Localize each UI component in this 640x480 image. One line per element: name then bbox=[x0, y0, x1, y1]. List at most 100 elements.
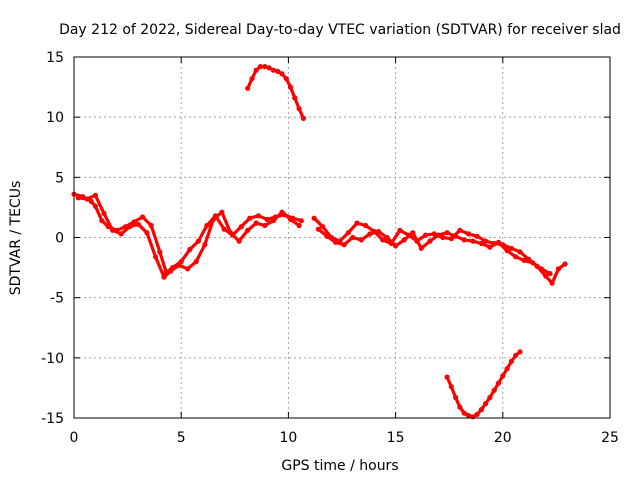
data-point bbox=[500, 373, 506, 379]
y-axis-label: SDTVAR / TECUs bbox=[8, 181, 24, 296]
data-point bbox=[270, 218, 276, 224]
data-point bbox=[144, 230, 150, 236]
data-point bbox=[264, 216, 270, 222]
data-point bbox=[262, 222, 268, 229]
data-point bbox=[453, 233, 459, 239]
data-point bbox=[521, 257, 527, 263]
data-point bbox=[99, 218, 105, 224]
data-point bbox=[393, 243, 399, 249]
data-point bbox=[238, 224, 244, 230]
data-point bbox=[148, 222, 154, 229]
series-arc-bottom bbox=[444, 349, 523, 420]
data-point bbox=[84, 196, 90, 202]
data-point bbox=[380, 237, 386, 243]
data-point bbox=[538, 266, 545, 272]
data-point bbox=[453, 394, 459, 401]
data-point bbox=[513, 352, 519, 358]
y-tick-label: 15 bbox=[46, 50, 64, 66]
x-tick-label: 0 bbox=[70, 430, 79, 446]
data-point bbox=[448, 236, 454, 242]
data-point bbox=[517, 249, 523, 255]
series-track-d bbox=[315, 226, 553, 277]
chart-series bbox=[71, 64, 568, 420]
data-point bbox=[440, 234, 446, 241]
data-point bbox=[495, 380, 502, 386]
data-point bbox=[131, 219, 137, 225]
data-point bbox=[444, 230, 450, 236]
data-point bbox=[167, 268, 174, 274]
data-point bbox=[255, 213, 261, 219]
data-point bbox=[283, 76, 289, 82]
data-point bbox=[423, 232, 429, 238]
data-point bbox=[88, 198, 94, 204]
data-point bbox=[262, 64, 268, 70]
data-point bbox=[555, 266, 562, 272]
series-arc-top bbox=[245, 64, 306, 121]
x-tick-label: 15 bbox=[387, 430, 405, 446]
data-point bbox=[427, 238, 433, 244]
data-point bbox=[444, 374, 450, 380]
data-point bbox=[397, 227, 403, 233]
y-tick-label: -5 bbox=[50, 291, 64, 307]
data-point bbox=[135, 221, 141, 227]
data-point bbox=[461, 410, 467, 416]
data-point bbox=[410, 230, 416, 236]
data-point bbox=[487, 244, 493, 250]
x-tick-label: 10 bbox=[279, 430, 297, 446]
data-point bbox=[193, 259, 199, 265]
x-tick-label: 5 bbox=[177, 430, 186, 446]
data-point bbox=[249, 76, 255, 82]
y-tick-label: 10 bbox=[46, 110, 64, 126]
data-point bbox=[195, 238, 201, 244]
data-point bbox=[333, 239, 339, 245]
data-point bbox=[296, 222, 302, 229]
data-point bbox=[219, 209, 225, 215]
data-point bbox=[474, 411, 480, 417]
data-point bbox=[431, 231, 437, 237]
data-point bbox=[513, 254, 519, 260]
data-point bbox=[448, 384, 454, 390]
data-point bbox=[508, 245, 514, 251]
data-point bbox=[185, 266, 191, 272]
data-point bbox=[504, 248, 510, 254]
data-point bbox=[358, 237, 364, 243]
data-point bbox=[418, 245, 424, 251]
data-point bbox=[483, 401, 489, 407]
data-point bbox=[187, 246, 193, 253]
data-point bbox=[204, 222, 210, 229]
data-point bbox=[157, 249, 163, 255]
data-point bbox=[292, 95, 298, 101]
data-point bbox=[375, 228, 381, 235]
data-point bbox=[152, 254, 159, 260]
data-point bbox=[311, 215, 317, 221]
data-point bbox=[92, 203, 98, 209]
data-point bbox=[287, 216, 294, 222]
data-point bbox=[354, 220, 360, 226]
y-tick-label: 5 bbox=[55, 170, 64, 186]
data-point bbox=[227, 230, 234, 236]
data-point bbox=[287, 84, 294, 90]
data-point bbox=[547, 271, 553, 277]
data-point bbox=[562, 261, 568, 267]
data-point bbox=[530, 260, 536, 266]
data-point bbox=[474, 233, 480, 239]
series-track-b bbox=[75, 192, 302, 280]
data-point bbox=[465, 231, 472, 237]
data-point bbox=[279, 209, 285, 215]
data-point bbox=[245, 227, 251, 233]
data-point bbox=[176, 262, 182, 268]
data-point bbox=[457, 227, 463, 233]
data-point bbox=[127, 224, 133, 230]
data-point bbox=[236, 238, 242, 244]
data-point bbox=[457, 404, 463, 410]
data-point bbox=[75, 195, 81, 201]
data-point bbox=[101, 210, 107, 216]
data-point bbox=[92, 192, 98, 198]
y-tick-label: 0 bbox=[55, 231, 64, 247]
data-point bbox=[401, 237, 407, 243]
data-point bbox=[266, 65, 272, 71]
data-point bbox=[298, 218, 304, 224]
data-point bbox=[210, 216, 216, 222]
